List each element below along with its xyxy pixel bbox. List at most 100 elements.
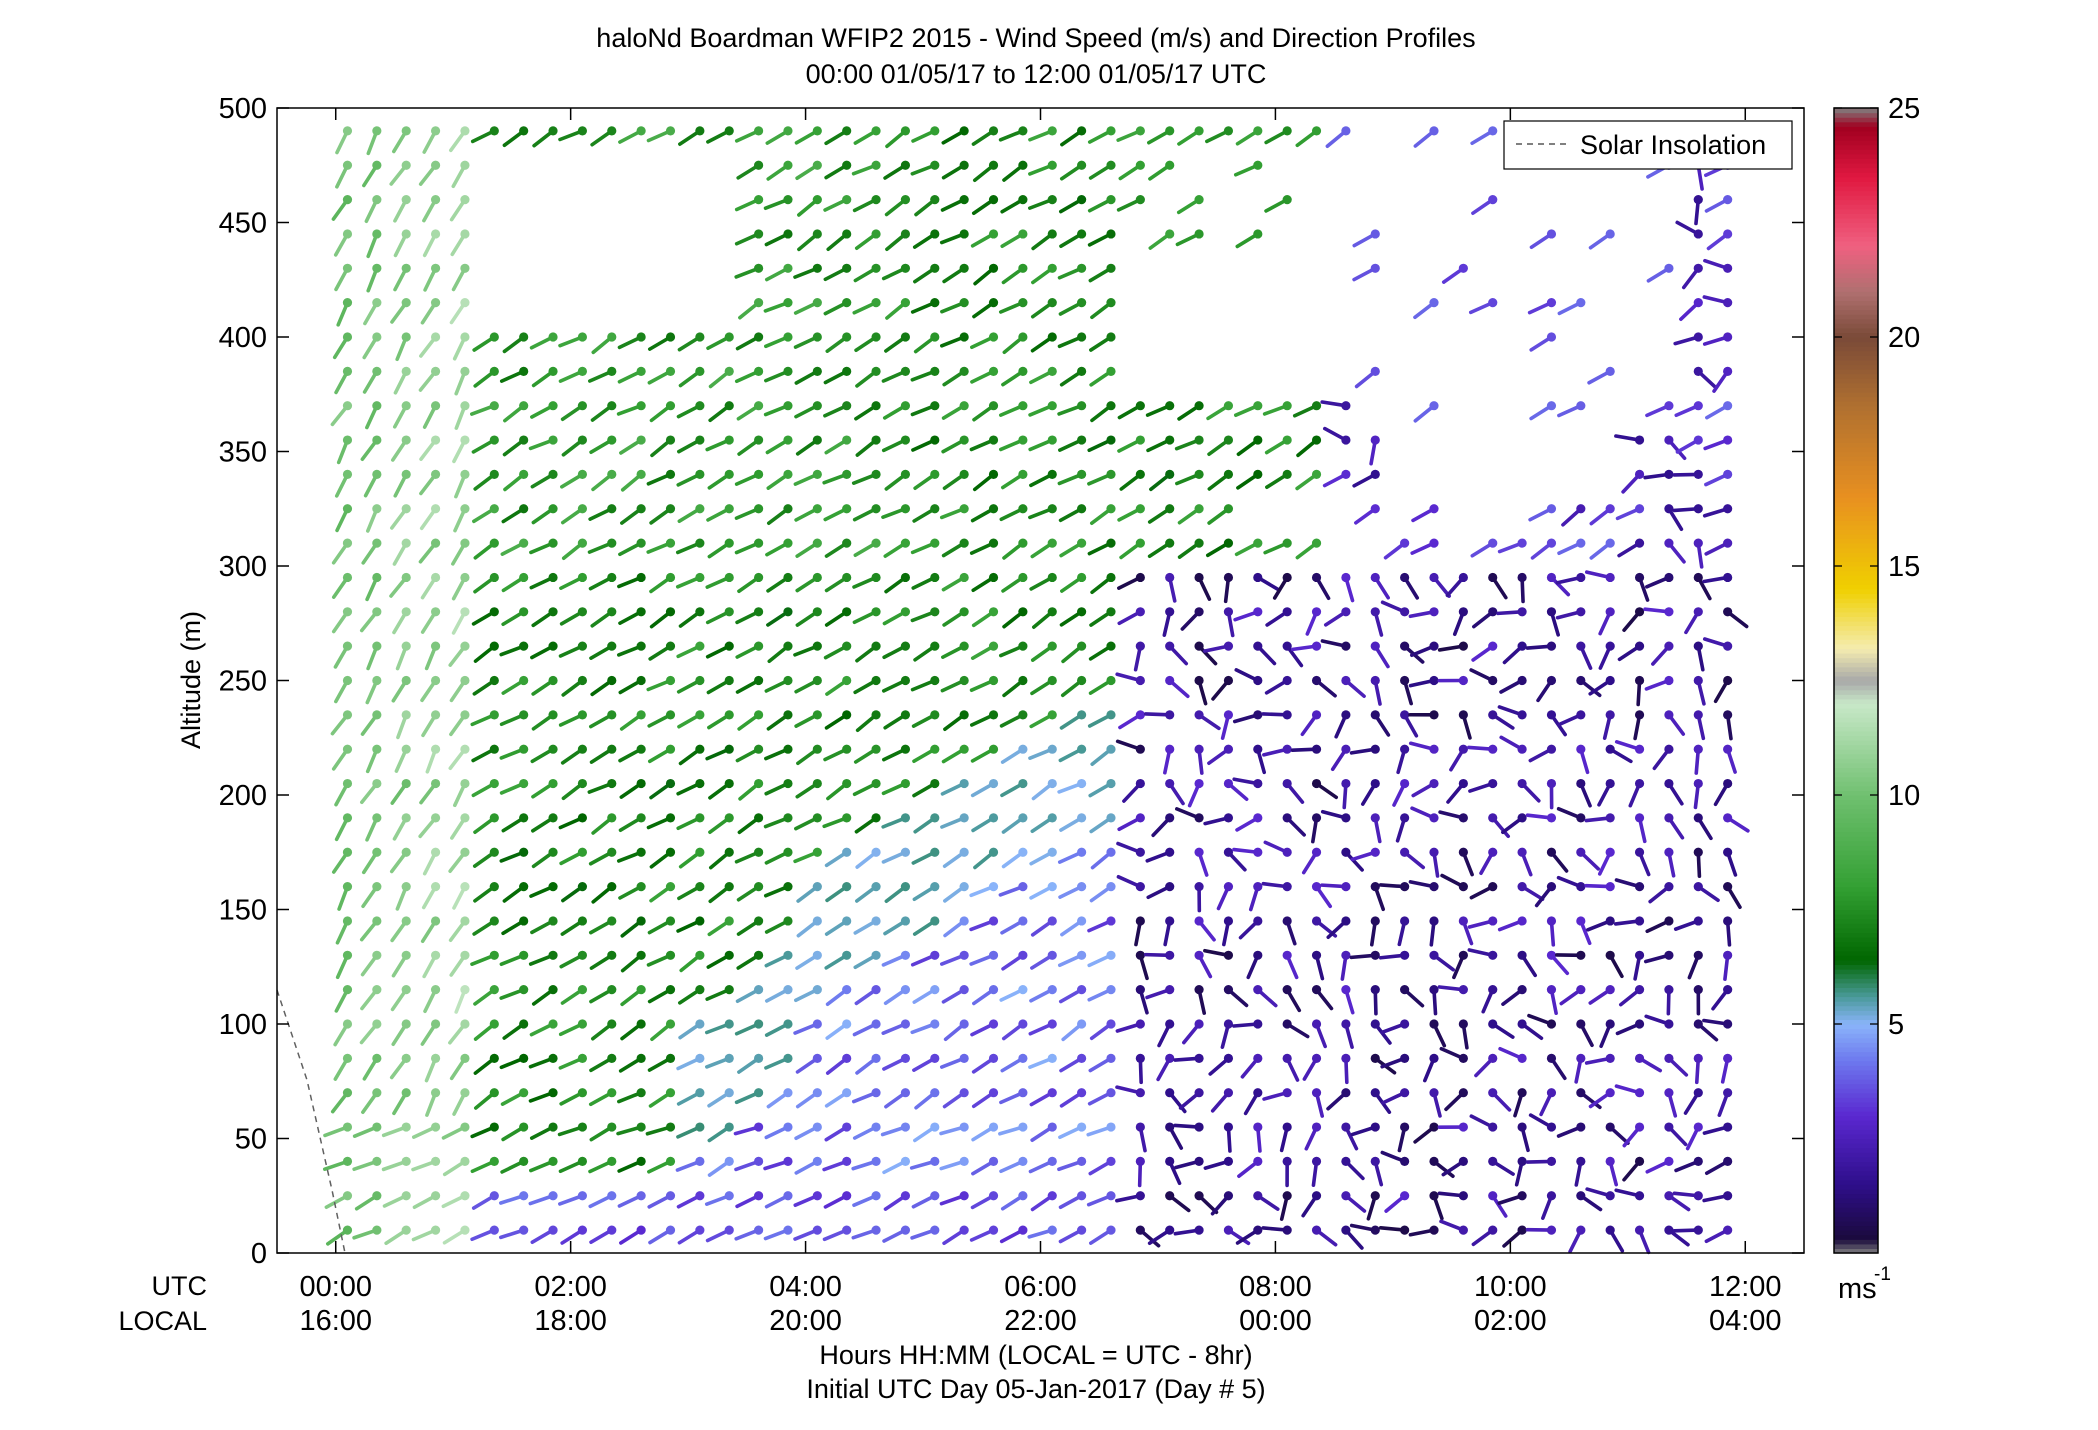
wind-barb: [1617, 742, 1644, 754]
wind-barb: [533, 813, 558, 831]
wind-barb-dot: [783, 1122, 792, 1131]
wind-barb: [1381, 882, 1410, 891]
wind-barb-dot: [842, 882, 851, 891]
wind-barb: [1503, 985, 1527, 1004]
wind-barb: [1441, 1221, 1468, 1234]
colorbar-segment: [1834, 571, 1878, 576]
wind-barb-dot: [871, 573, 880, 582]
colorbar-segment: [1834, 703, 1878, 708]
wind-barb: [456, 401, 469, 428]
colorbar-segment: [1834, 511, 1878, 516]
wind-barb: [679, 676, 705, 692]
wind-barb: [767, 1019, 793, 1035]
wind-barb-dot: [1312, 1088, 1321, 1097]
wind-barb: [1219, 882, 1234, 908]
colorbar-segment: [1834, 818, 1878, 823]
wind-barb-dot: [607, 642, 616, 651]
wind-barb-dot: [1165, 539, 1174, 548]
wind-barb-dot: [372, 539, 381, 548]
wind-barb: [1092, 504, 1116, 523]
wind-barb: [886, 573, 910, 592]
wind-barb-dot: [1723, 1191, 1732, 1200]
wind-barb: [1147, 985, 1174, 997]
wind-barb: [1356, 504, 1380, 523]
wind-barb: [1429, 1157, 1453, 1176]
colorbar-segment: [1834, 942, 1878, 947]
colorbar-segment: [1834, 905, 1878, 910]
wind-barb-dot: [666, 1054, 675, 1063]
wind-barb-dot: [578, 1054, 587, 1063]
wind-barb: [1684, 264, 1703, 288]
wind-barb: [473, 745, 499, 761]
wind-barb-dot: [695, 1157, 704, 1166]
wind-barb: [1303, 1191, 1321, 1216]
wind-barb-dot: [1136, 882, 1145, 891]
wind-barb: [1410, 710, 1439, 719]
wind-barb: [1623, 470, 1644, 492]
wind-barb-dot: [460, 264, 469, 273]
wind-barb: [501, 642, 528, 655]
colorbar-segment: [1834, 1084, 1878, 1089]
wind-barb: [1429, 1019, 1444, 1045]
wind-barb: [561, 1019, 587, 1034]
wind-barb: [1119, 504, 1145, 520]
wind-barb: [1709, 229, 1733, 248]
wind-barb-dot: [1371, 607, 1380, 616]
colorbar-segment: [1834, 598, 1878, 603]
wind-barb-dot: [842, 642, 851, 651]
wind-barb: [1559, 878, 1586, 892]
wind-barb-dot: [1194, 642, 1203, 651]
wind-barb-dot: [548, 435, 557, 444]
wind-barb-dot: [460, 607, 469, 616]
wind-barb-dot: [1224, 573, 1233, 582]
wind-barb: [1175, 1122, 1204, 1131]
wind-barb-dot: [1694, 642, 1703, 651]
wind-barb-dot: [930, 470, 939, 479]
colorbar-segment: [1834, 154, 1878, 159]
wind-barb-dot: [1664, 264, 1673, 273]
wind-barb: [1283, 779, 1303, 802]
wind-barb: [591, 642, 616, 659]
wind-barb: [1030, 1019, 1057, 1033]
wind-barb: [1483, 985, 1497, 1012]
wind-barb-dot: [431, 985, 440, 994]
wind-barb-dot: [1517, 951, 1526, 960]
colorbar-tick-label: 5: [1888, 1009, 1904, 1041]
colorbar-segment: [1834, 850, 1878, 855]
wind-barb: [425, 848, 440, 874]
wind-barb: [1238, 1226, 1263, 1244]
wind-barb-dot: [1694, 504, 1703, 513]
wind-barb-dot: [1459, 1157, 1468, 1166]
wind-barb-dot: [930, 435, 939, 444]
wind-barb: [1705, 639, 1733, 651]
wind-barb-dot: [372, 951, 381, 960]
wind-barb: [1312, 813, 1321, 841]
wind-barb-dot: [1723, 676, 1732, 685]
wind-barb: [973, 1157, 998, 1174]
wind-barb-dot: [343, 573, 352, 582]
wind-barb-dot: [1136, 573, 1145, 582]
wind-barb: [1664, 1088, 1675, 1116]
wind-barb: [825, 401, 851, 416]
wind-barb: [563, 745, 587, 763]
wind-barb: [1089, 539, 1115, 554]
wind-barb-dot: [783, 1019, 792, 1028]
wind-barb-dot: [842, 161, 851, 170]
wind-barb: [1180, 504, 1204, 523]
wind-barb: [971, 882, 998, 895]
wind-barb: [1517, 573, 1526, 602]
wind-barb: [737, 367, 763, 382]
wind-barb-dot: [813, 1226, 822, 1235]
wind-barb: [1381, 951, 1409, 960]
wind-barb-dot: [695, 332, 704, 341]
wind-barb-dot: [431, 298, 440, 307]
colorbar-segment: [1834, 694, 1878, 699]
wind-barb-dot: [343, 642, 352, 651]
wind-barb-dot: [1694, 710, 1703, 719]
wind-barb-dot: [343, 470, 352, 479]
wind-barb: [1647, 916, 1673, 931]
wind-barb-dot: [1694, 676, 1703, 685]
wind-barb: [1267, 676, 1292, 693]
wind-barb-dot: [960, 642, 969, 651]
